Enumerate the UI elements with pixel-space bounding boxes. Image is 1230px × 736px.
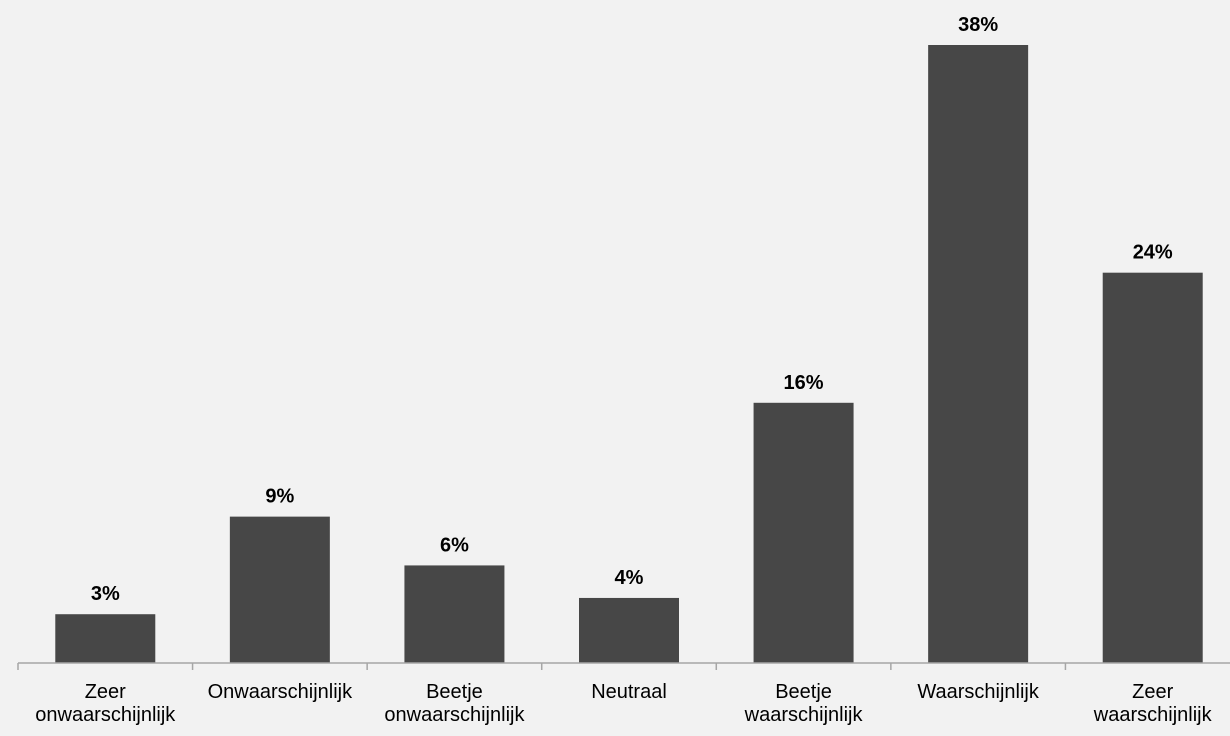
bars-layer (55, 45, 1203, 663)
x-tick-label-line: onwaarschijnlijk (384, 704, 525, 726)
bar-1 (229, 516, 330, 663)
x-tick-label-line: Waarschijnlijk (917, 681, 1040, 703)
x-tick-label-line: Beetje (775, 681, 832, 703)
x-tick-label-2: Beetje onwaarschijnlijk (384, 681, 525, 726)
x-tick-label-line: Beetje (426, 681, 483, 703)
x-tick-label-4: Beetje waarschijnlijk (744, 681, 864, 726)
x-tick-label-line: Neutraal (591, 681, 667, 703)
bar-3 (579, 597, 679, 663)
value-labels-layer: 3% 9% 6% 4% 16% 38% 24% (91, 14, 1173, 605)
data-label-4: 16% (784, 372, 824, 394)
bar-6 (1102, 272, 1203, 663)
data-label-1: 9% (265, 486, 294, 508)
x-tick-label-line: Onwaarschijnlijk (208, 681, 353, 703)
data-label-3: 4% (615, 567, 644, 589)
bar-2 (404, 565, 505, 663)
x-tick-label-line: Zeer (85, 681, 126, 703)
x-tick-label-5: Waarschijnlijk (917, 681, 1040, 703)
x-tick-label-line: waarschijnlijk (744, 704, 864, 726)
data-label-2: 6% (440, 534, 469, 556)
bar-5 (928, 45, 1029, 663)
bar-4 (753, 402, 854, 663)
x-tick-label-3: Neutraal (591, 681, 667, 703)
x-tick-label-line: Zeer (1132, 681, 1173, 703)
data-label-0: 3% (91, 583, 120, 605)
x-tick-label-6: Zeer waarschijnlijk (1093, 681, 1213, 726)
x-tick-label-line: onwaarschijnlijk (35, 704, 176, 726)
x-axis (17, 662, 1230, 670)
data-label-5: 38% (958, 14, 998, 36)
x-tick-label-0: Zeer onwaarschijnlijk (35, 681, 176, 726)
x-tick-label-line: waarschijnlijk (1093, 704, 1213, 726)
data-label-6: 24% (1133, 242, 1173, 264)
x-tick-label-1: Onwaarschijnlijk (208, 681, 353, 703)
bar-0 (55, 614, 156, 663)
